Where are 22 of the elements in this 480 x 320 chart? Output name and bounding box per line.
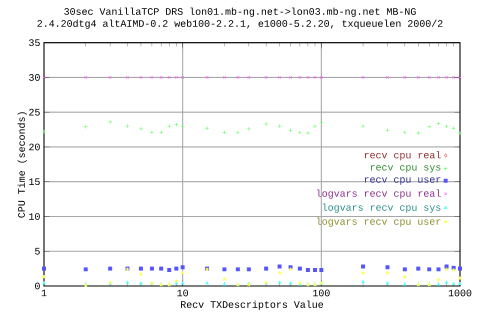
y-tick-label: 20 [29, 144, 40, 150]
legend-label: recv cpu user [364, 177, 440, 185]
y-tick-label: 35 [29, 39, 40, 46]
x-tick-label: 1000 [448, 290, 472, 296]
chart-subtitle: 2.4.20dtg4 altAIMD-0.2 web100-2.2.1, e1000-5.2.20, txqueuelen 2000/2 [37, 20, 442, 29]
y-tick-label: 15 [29, 178, 40, 186]
legend-label: recv cpu sys [370, 165, 440, 173]
y-tick-label: 5 [35, 248, 40, 255]
y-tick-label: 25 [29, 108, 40, 116]
x-tick-label: 1 [42, 290, 47, 296]
legend-label: logvars recv cpu sys [323, 204, 440, 213]
y-tick-label: 30 [29, 74, 40, 81]
x-axis-title: Recv TXDescriptors Value [181, 300, 324, 310]
legend-label: logvars recv cpu user [317, 218, 440, 227]
legend-label: logvars recv cpu real [317, 189, 441, 199]
legend-label: recv cpu real [364, 151, 441, 160]
y-tick-label: 10 [29, 213, 40, 220]
chart-title: 30sec VanillaTCP DRS lon01.mb-ng.net->lon03.mb-ng.net MB-NG [64, 8, 416, 17]
x-tick-label: 10 [177, 290, 188, 296]
y-axis-title: CPU Time (seconds) [18, 112, 27, 218]
y-tick-label: 0 [35, 282, 40, 290]
x-tick-label: 100 [313, 290, 330, 296]
